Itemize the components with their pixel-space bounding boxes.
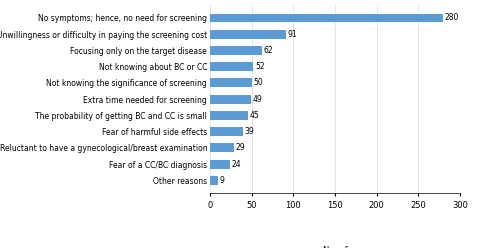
Bar [210,14,444,23]
Text: 45: 45 [249,111,259,120]
Text: 91: 91 [288,30,297,39]
Text: 50: 50 [254,78,263,88]
Text: 280: 280 [445,13,460,23]
Bar [210,30,286,39]
Bar [210,46,262,55]
Bar [210,79,252,88]
Bar [210,95,251,104]
Bar [210,143,234,152]
Text: 24: 24 [232,160,241,169]
Text: No. of: No. of [322,246,347,248]
Text: 62: 62 [264,46,273,55]
Bar [210,62,254,71]
Text: 9: 9 [219,176,224,185]
Bar [210,111,248,120]
Bar [210,176,218,185]
Text: 52: 52 [255,62,264,71]
Text: 39: 39 [244,127,254,136]
Text: 49: 49 [252,95,262,104]
Bar [210,160,230,169]
Bar [210,127,242,136]
Text: 29: 29 [236,143,246,153]
